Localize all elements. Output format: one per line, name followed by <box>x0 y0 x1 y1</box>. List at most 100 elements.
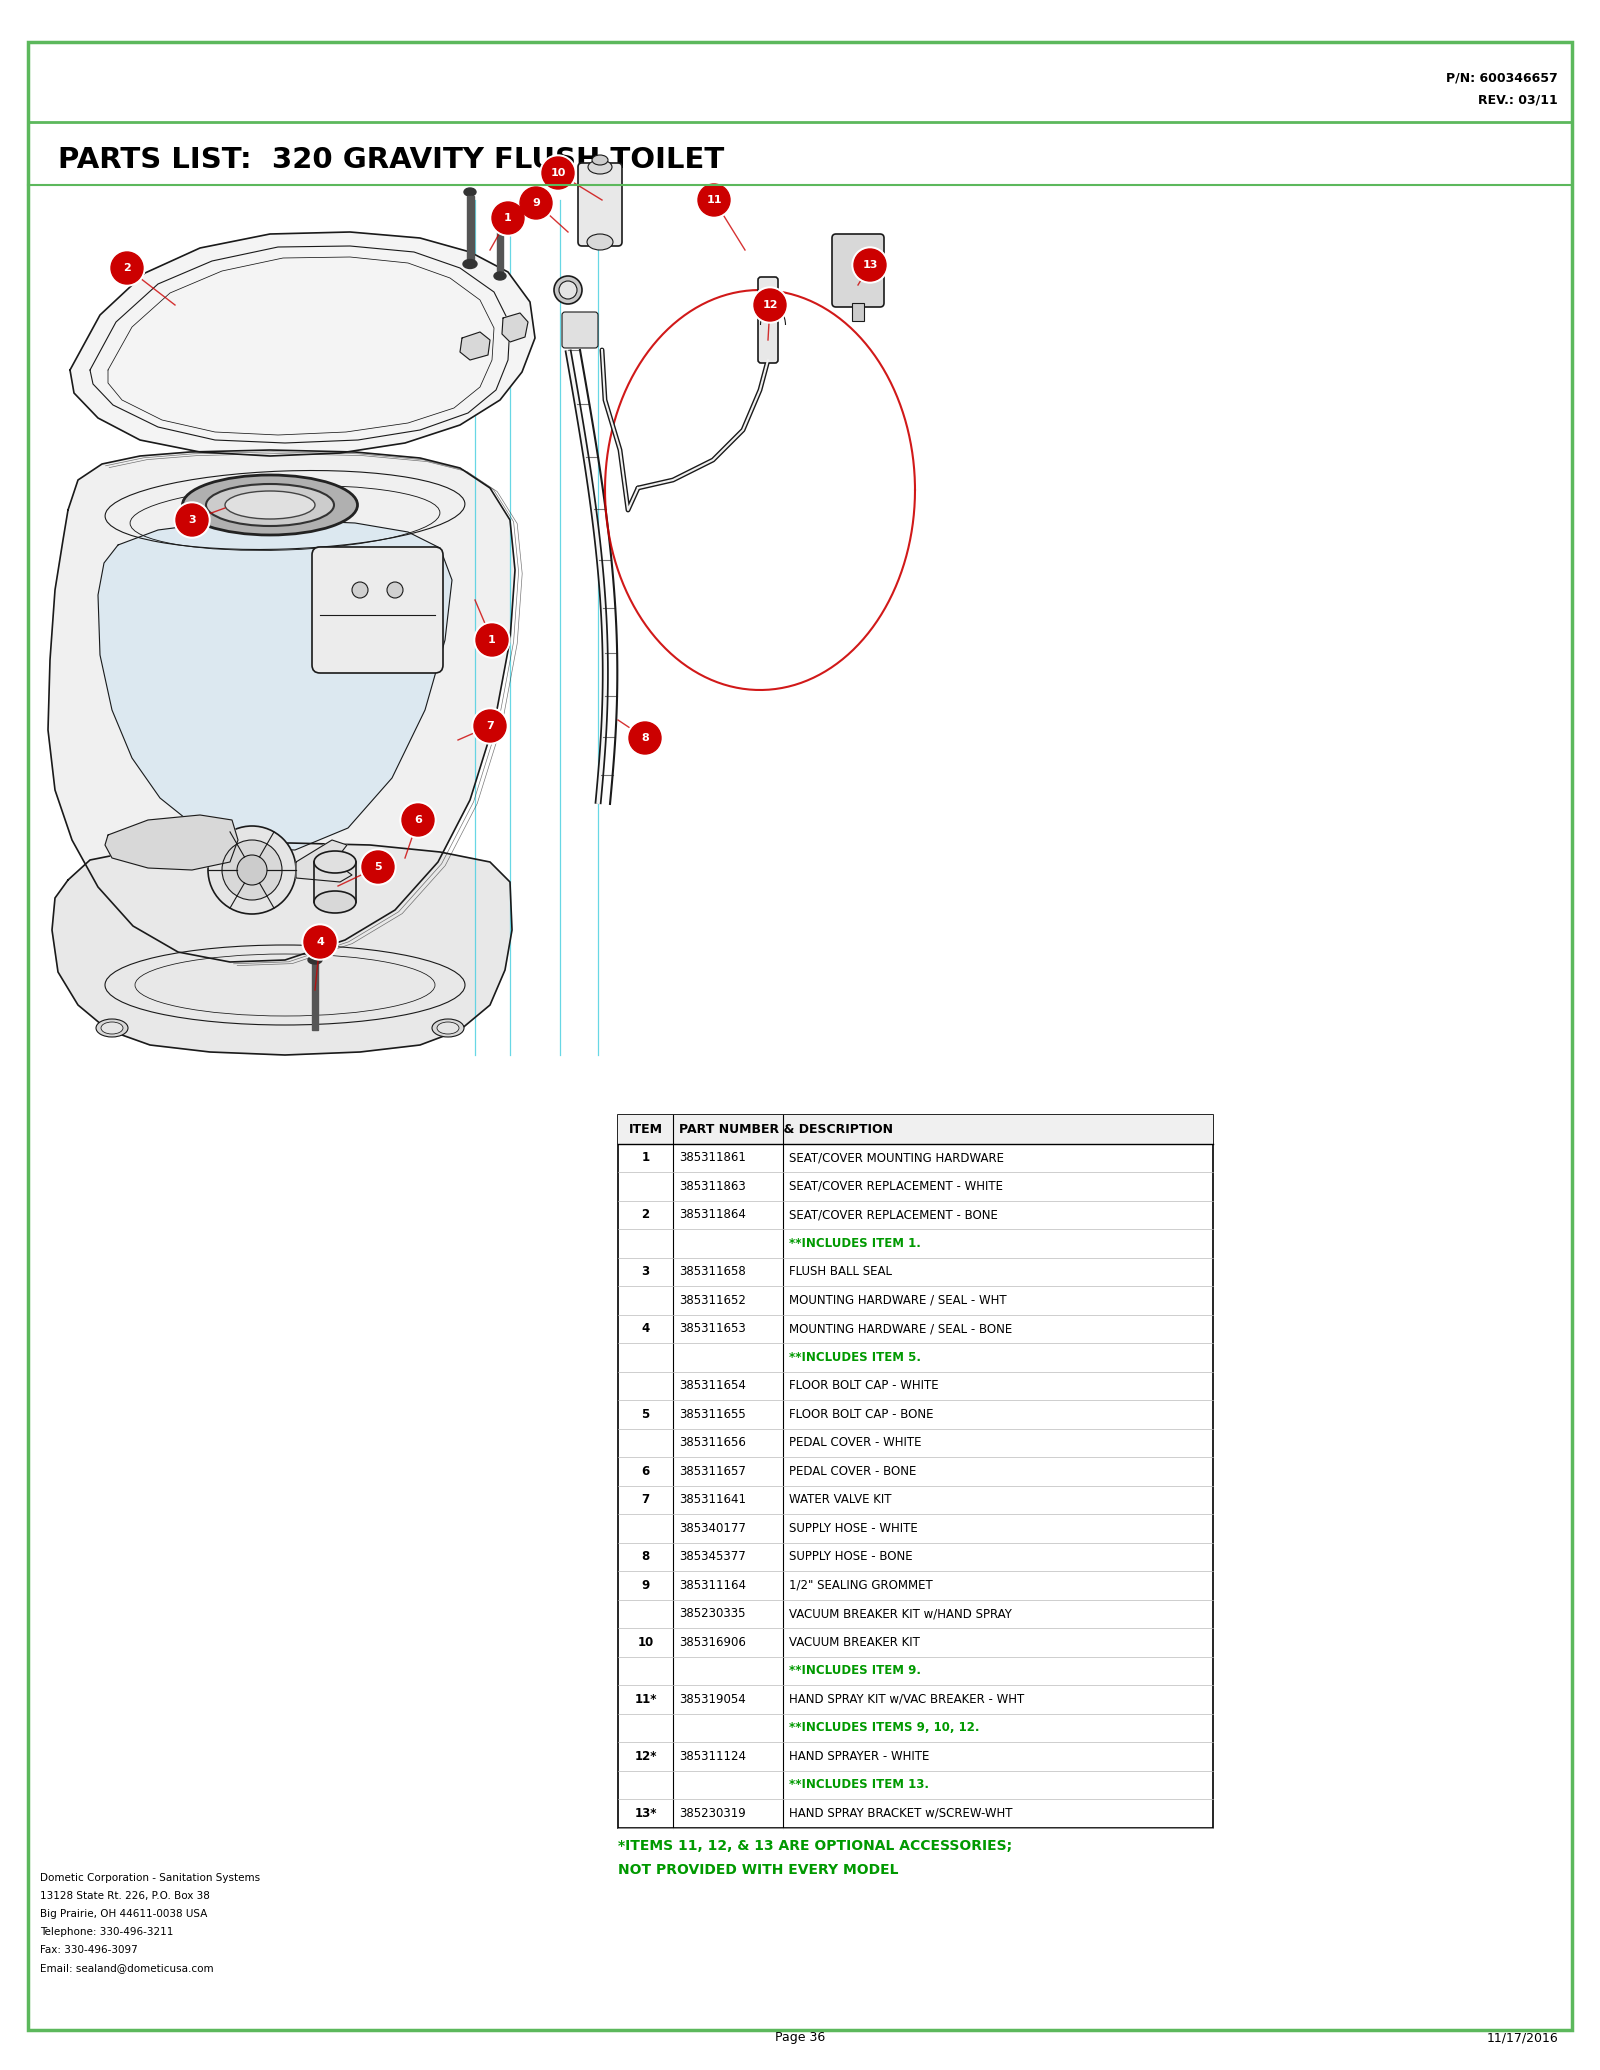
Text: FLUSH BALL SEAL: FLUSH BALL SEAL <box>789 1265 893 1279</box>
Circle shape <box>520 186 552 219</box>
Text: 8: 8 <box>642 1550 650 1563</box>
Text: SEAT/COVER REPLACEMENT - WHITE: SEAT/COVER REPLACEMENT - WHITE <box>789 1180 1003 1192</box>
Text: 6: 6 <box>414 816 422 826</box>
Ellipse shape <box>222 840 282 900</box>
Text: 13: 13 <box>862 261 878 269</box>
Text: 3: 3 <box>189 515 195 526</box>
Text: 9: 9 <box>533 199 539 207</box>
Circle shape <box>472 708 509 743</box>
FancyBboxPatch shape <box>562 313 598 348</box>
Text: PEDAL COVER - WHITE: PEDAL COVER - WHITE <box>789 1437 922 1449</box>
Ellipse shape <box>226 491 315 520</box>
Polygon shape <box>461 331 490 360</box>
Text: 7: 7 <box>486 720 494 731</box>
Ellipse shape <box>307 956 322 965</box>
Text: ITEM: ITEM <box>629 1122 662 1136</box>
Text: 1: 1 <box>504 213 512 224</box>
Text: 385311863: 385311863 <box>678 1180 746 1192</box>
Text: SEAT/COVER MOUNTING HARDWARE: SEAT/COVER MOUNTING HARDWARE <box>789 1151 1005 1163</box>
Circle shape <box>490 201 526 236</box>
Circle shape <box>474 710 506 741</box>
Text: 7: 7 <box>642 1492 650 1507</box>
Text: 6: 6 <box>642 1466 650 1478</box>
FancyBboxPatch shape <box>312 546 443 673</box>
Circle shape <box>627 720 662 756</box>
Ellipse shape <box>589 159 611 174</box>
Text: 3: 3 <box>642 1265 650 1279</box>
Polygon shape <box>70 232 534 455</box>
Circle shape <box>754 290 786 321</box>
Text: NOT PROVIDED WITH EVERY MODEL: NOT PROVIDED WITH EVERY MODEL <box>618 1863 899 1877</box>
Text: 385345377: 385345377 <box>678 1550 746 1563</box>
Ellipse shape <box>464 188 477 197</box>
Text: 385311657: 385311657 <box>678 1466 746 1478</box>
Polygon shape <box>51 842 512 1056</box>
Text: **INCLUDES ITEM 1.: **INCLUDES ITEM 1. <box>789 1236 922 1250</box>
Circle shape <box>352 582 368 598</box>
Text: Dometic Corporation - Sanitation Systems: Dometic Corporation - Sanitation Systems <box>40 1873 261 1884</box>
Text: Telephone: 330-496-3211: Telephone: 330-496-3211 <box>40 1927 173 1938</box>
Circle shape <box>542 157 574 188</box>
Text: 385311656: 385311656 <box>678 1437 746 1449</box>
Text: 385311654: 385311654 <box>678 1379 746 1393</box>
Text: 11*: 11* <box>634 1693 656 1706</box>
Ellipse shape <box>558 282 578 298</box>
Text: 385316906: 385316906 <box>678 1635 746 1648</box>
Text: 12: 12 <box>762 300 778 310</box>
Text: SEAT/COVER REPLACEMENT - BONE: SEAT/COVER REPLACEMENT - BONE <box>789 1209 998 1221</box>
Circle shape <box>698 184 730 215</box>
Text: 2: 2 <box>642 1209 650 1221</box>
Text: **INCLUDES ITEM 13.: **INCLUDES ITEM 13. <box>789 1778 930 1791</box>
Text: MOUNTING HARDWARE / SEAL - BONE: MOUNTING HARDWARE / SEAL - BONE <box>789 1323 1013 1335</box>
Ellipse shape <box>554 275 582 304</box>
Circle shape <box>400 801 435 838</box>
Text: 1/2" SEALING GROMMET: 1/2" SEALING GROMMET <box>789 1579 933 1592</box>
Ellipse shape <box>494 211 506 217</box>
Bar <box>467 197 474 265</box>
Text: 9: 9 <box>642 1579 650 1592</box>
Circle shape <box>629 722 661 753</box>
Bar <box>498 217 502 275</box>
Bar <box>312 960 318 1031</box>
Text: 385311655: 385311655 <box>678 1408 746 1420</box>
Text: FLOOR BOLT CAP - BONE: FLOOR BOLT CAP - BONE <box>789 1408 933 1420</box>
Ellipse shape <box>462 259 477 269</box>
Text: 385311164: 385311164 <box>678 1579 746 1592</box>
Text: *ITEMS 11, 12, & 13 ARE OPTIONAL ACCESSORIES;: *ITEMS 11, 12, & 13 ARE OPTIONAL ACCESSO… <box>618 1838 1013 1853</box>
Text: 385311641: 385311641 <box>678 1492 746 1507</box>
Ellipse shape <box>494 271 506 279</box>
Ellipse shape <box>314 851 355 874</box>
Circle shape <box>518 184 554 221</box>
FancyBboxPatch shape <box>832 234 883 306</box>
Text: SUPPLY HOSE - WHITE: SUPPLY HOSE - WHITE <box>789 1521 918 1534</box>
Text: 385311653: 385311653 <box>678 1323 746 1335</box>
Circle shape <box>110 253 142 284</box>
Text: 385319054: 385319054 <box>678 1693 746 1706</box>
Text: 385311652: 385311652 <box>678 1294 746 1306</box>
Circle shape <box>176 503 208 536</box>
Text: 385230335: 385230335 <box>678 1606 746 1621</box>
Text: REV.: 03/11: REV.: 03/11 <box>1478 93 1558 106</box>
Ellipse shape <box>96 1018 128 1037</box>
Text: HAND SPRAYER - WHITE: HAND SPRAYER - WHITE <box>789 1749 930 1764</box>
Circle shape <box>474 621 510 658</box>
Text: Big Prairie, OH 44611-0038 USA: Big Prairie, OH 44611-0038 USA <box>40 1909 208 1919</box>
Polygon shape <box>98 520 453 851</box>
Text: 13*: 13* <box>634 1807 656 1820</box>
Ellipse shape <box>237 855 267 886</box>
Text: 8: 8 <box>642 733 650 743</box>
Circle shape <box>477 623 509 656</box>
Circle shape <box>362 851 394 884</box>
Circle shape <box>387 582 403 598</box>
Polygon shape <box>106 816 238 869</box>
FancyBboxPatch shape <box>578 164 622 246</box>
Ellipse shape <box>592 155 608 166</box>
Ellipse shape <box>206 484 334 526</box>
Bar <box>618 1116 1213 1828</box>
Ellipse shape <box>437 1023 459 1035</box>
Text: 2: 2 <box>123 263 131 273</box>
Text: HAND SPRAY KIT w/VAC BREAKER - WHT: HAND SPRAY KIT w/VAC BREAKER - WHT <box>789 1693 1024 1706</box>
Text: 385311864: 385311864 <box>678 1209 746 1221</box>
Text: **INCLUDES ITEM 5.: **INCLUDES ITEM 5. <box>789 1352 922 1364</box>
Ellipse shape <box>314 890 355 913</box>
